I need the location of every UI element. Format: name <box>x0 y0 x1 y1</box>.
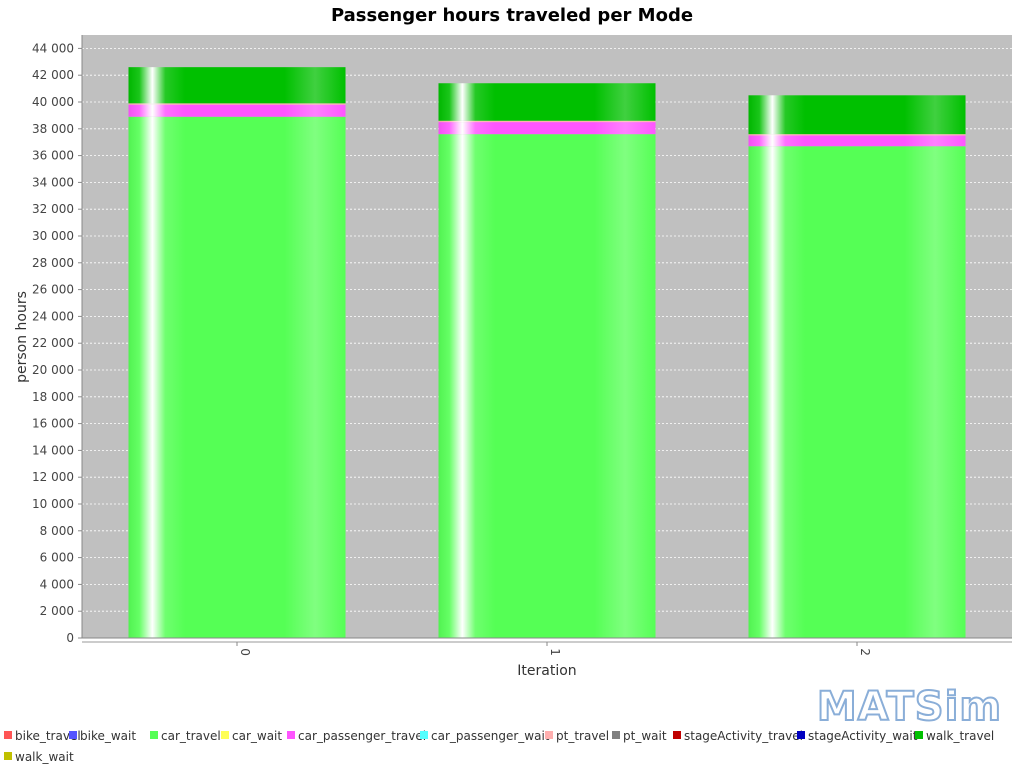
y-tick-label: 8 000 <box>40 524 74 538</box>
legend-label-pt_travel: pt_travel <box>556 729 609 743</box>
bar-walk_travel-1 <box>438 83 656 121</box>
y-tick-label: 44 000 <box>32 41 74 55</box>
bar-pt_travel-1 <box>438 120 656 123</box>
x-tick-label: 1 <box>548 648 562 656</box>
legend-label-car_wait: car_wait <box>232 729 282 743</box>
y-tick-label: 16 000 <box>32 417 74 431</box>
legend-label-stageActivity_travel: stageActivity_travel <box>684 729 803 743</box>
legend-swatch-stageActivity_wait <box>797 731 805 739</box>
y-tick-label: 34 000 <box>32 175 74 189</box>
bar-walk_travel-0 <box>128 67 346 104</box>
bar-car_passenger_travel-0 <box>128 104 346 117</box>
legend-swatch-bike_travel <box>4 731 12 739</box>
legend-label-bike_wait: bike_wait <box>80 729 136 743</box>
y-tick-label: 2 000 <box>40 604 74 618</box>
legend-swatch-car_wait <box>221 731 229 739</box>
y-tick-label: 18 000 <box>32 390 74 404</box>
x-tick-label: 0 <box>238 648 252 656</box>
bar-car_passenger_travel-1 <box>438 122 656 135</box>
legend-swatch-walk_travel <box>915 731 923 739</box>
legend-swatch-car_passenger_travel <box>287 731 295 739</box>
bar-car_travel-0 <box>128 116 346 639</box>
y-tick-label: 38 000 <box>32 122 74 136</box>
legend-label-walk_travel: walk_travel <box>926 729 994 743</box>
y-tick-label: 12 000 <box>32 470 74 484</box>
x-axis-ticks: 0 1 2 <box>236 642 872 656</box>
y-axis-label: person hours <box>14 291 30 383</box>
bar-car_passenger_travel-2 <box>748 135 966 147</box>
chart-title: Passenger hours traveled per Mode <box>331 5 693 26</box>
legend-label-car_passenger_travel: car_passenger_travel <box>298 729 426 743</box>
x-axis-label: Iteration <box>517 663 576 679</box>
y-tick-label: 0 <box>66 631 74 645</box>
legend-label-bike_travel: bike_travel <box>15 729 81 743</box>
bar-pt_travel-0 <box>128 103 346 105</box>
y-tick-label: 10 000 <box>32 497 74 511</box>
y-tick-label: 4 000 <box>40 577 74 591</box>
legend-swatch-car_travel <box>150 731 158 739</box>
bar-walk_travel-2 <box>748 95 966 135</box>
legend-swatch-car_passenger_wait <box>420 731 428 739</box>
legend-swatch-walk_wait <box>4 752 12 760</box>
bar-car_travel-2 <box>748 146 966 638</box>
matsim-logo: MATSim <box>817 684 1002 730</box>
legend-label-pt_wait: pt_wait <box>623 729 667 743</box>
bars <box>128 67 966 639</box>
y-tick-label: 20 000 <box>32 363 74 377</box>
legend-swatch-stageActivity_travel <box>673 731 681 739</box>
y-tick-label: 36 000 <box>32 149 74 163</box>
y-tick-label: 30 000 <box>32 229 74 243</box>
x-tick-label: 2 <box>858 648 872 656</box>
legend-label-car_passenger_wait: car_passenger_wait <box>431 729 550 743</box>
y-tick-label: 32 000 <box>32 202 74 216</box>
legend-label-stageActivity_wait: stageActivity_wait <box>808 729 918 743</box>
y-tick-label: 42 000 <box>32 68 74 82</box>
y-tick-label: 40 000 <box>32 95 74 109</box>
legend-swatch-bike_wait <box>69 731 77 739</box>
bar-pt_travel-2 <box>748 134 966 136</box>
legend-swatch-pt_wait <box>612 731 620 739</box>
legend-swatch-pt_travel <box>545 731 553 739</box>
y-tick-label: 14 000 <box>32 443 74 457</box>
y-tick-label: 24 000 <box>32 309 74 323</box>
y-tick-label: 26 000 <box>32 283 74 297</box>
y-tick-label: 6 000 <box>40 551 74 565</box>
y-tick-label: 28 000 <box>32 256 74 270</box>
legend-label-car_travel: car_travel <box>161 729 221 743</box>
legend: bike_travel bike_wait car_travel car_wait ca… <box>4 729 994 764</box>
y-axis-ticks: 0 2 000 4 000 6 000 8 000 10 000 12 000 14 000 1… <box>32 41 82 645</box>
y-tick-label: 22 000 <box>32 336 74 350</box>
bar-car_travel-1 <box>438 134 656 638</box>
legend-label-walk_wait: walk_wait <box>15 750 74 764</box>
